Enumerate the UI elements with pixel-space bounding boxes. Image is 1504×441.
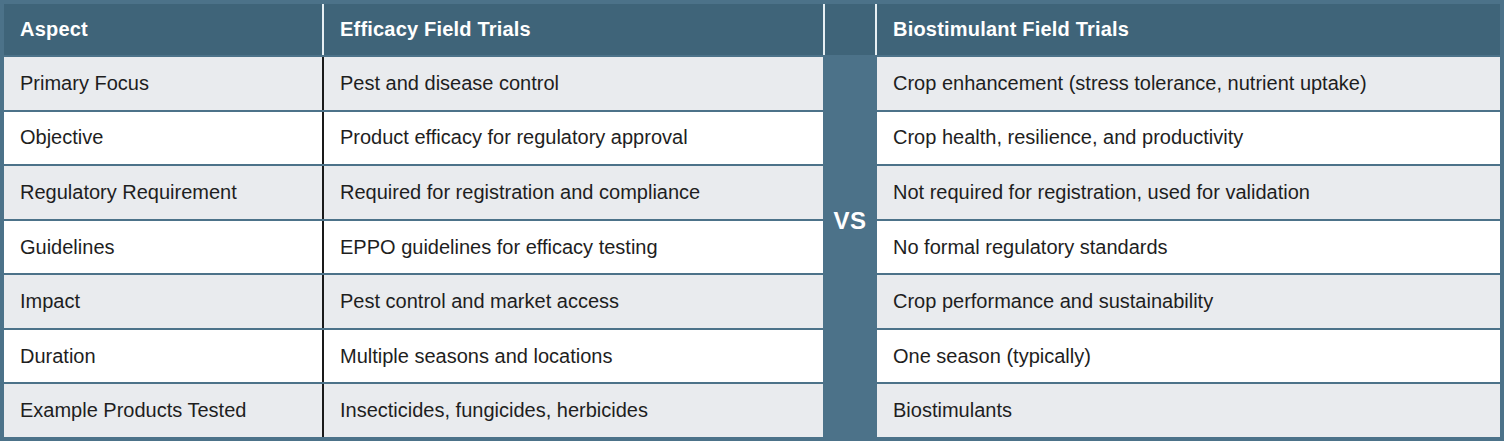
table-row: Guidelines EPPO guidelines for efficacy …	[4, 221, 823, 274]
efficacy-cell: Insecticides, fungicides, herbicides	[324, 384, 823, 437]
vs-divider-band: VS	[823, 4, 877, 437]
header-cell-aspect: Aspect	[4, 4, 324, 55]
header-cell-biostimulant: Biostimulant Field Trials	[877, 4, 1500, 55]
efficacy-cell: Pest control and market access	[324, 275, 823, 328]
biostimulant-cell: Biostimulants	[877, 384, 1500, 437]
aspect-cell: Primary Focus	[4, 57, 324, 110]
biostimulant-table: Biostimulant Field Trials Crop enhanceme…	[877, 4, 1500, 437]
biostimulant-cell: Not required for registration, used for …	[877, 166, 1500, 219]
efficacy-table-header-row: Aspect Efficacy Field Trials	[4, 4, 823, 55]
biostimulant-cell: One season (typically)	[877, 330, 1500, 383]
aspect-cell: Impact	[4, 275, 324, 328]
biostimulant-cell: Crop performance and sustainability	[877, 275, 1500, 328]
biostimulant-cell: Crop enhancement (stress tolerance, nutr…	[877, 57, 1500, 110]
efficacy-table: Aspect Efficacy Field Trials Primary Foc…	[4, 4, 823, 437]
table-row: Objective Product efficacy for regulator…	[4, 112, 823, 165]
efficacy-cell: Product efficacy for regulatory approval	[324, 112, 823, 165]
table-row: Not required for registration, used for …	[877, 166, 1500, 219]
biostimulant-cell: No formal regulatory standards	[877, 221, 1500, 274]
table-row: No formal regulatory standards	[877, 221, 1500, 274]
table-row: Crop health, resilience, and productivit…	[877, 112, 1500, 165]
aspect-cell: Regulatory Requirement	[4, 166, 324, 219]
aspect-cell: Duration	[4, 330, 324, 383]
aspect-cell: Objective	[4, 112, 324, 165]
table-row: Regulatory Requirement Required for regi…	[4, 166, 823, 219]
table-row: Impact Pest control and market access	[4, 275, 823, 328]
vs-divider-header-segment	[823, 4, 877, 55]
vs-label: VS	[833, 207, 866, 235]
table-row: Example Products Tested Insecticides, fu…	[4, 384, 823, 437]
table-row: Crop enhancement (stress tolerance, nutr…	[877, 57, 1500, 110]
table-row: Biostimulants	[877, 384, 1500, 437]
biostimulant-cell: Crop health, resilience, and productivit…	[877, 112, 1500, 165]
comparison-table: Aspect Efficacy Field Trials Primary Foc…	[0, 0, 1504, 441]
table-row: Duration Multiple seasons and locations	[4, 330, 823, 383]
biostimulant-table-header-row: Biostimulant Field Trials	[877, 4, 1500, 55]
header-cell-efficacy: Efficacy Field Trials	[324, 4, 823, 55]
aspect-cell: Example Products Tested	[4, 384, 324, 437]
efficacy-cell: Multiple seasons and locations	[324, 330, 823, 383]
efficacy-cell: EPPO guidelines for efficacy testing	[324, 221, 823, 274]
table-row: One season (typically)	[877, 330, 1500, 383]
aspect-cell: Guidelines	[4, 221, 324, 274]
efficacy-cell: Required for registration and compliance	[324, 166, 823, 219]
table-row: Primary Focus Pest and disease control	[4, 57, 823, 110]
efficacy-cell: Pest and disease control	[324, 57, 823, 110]
table-row: Crop performance and sustainability	[877, 275, 1500, 328]
